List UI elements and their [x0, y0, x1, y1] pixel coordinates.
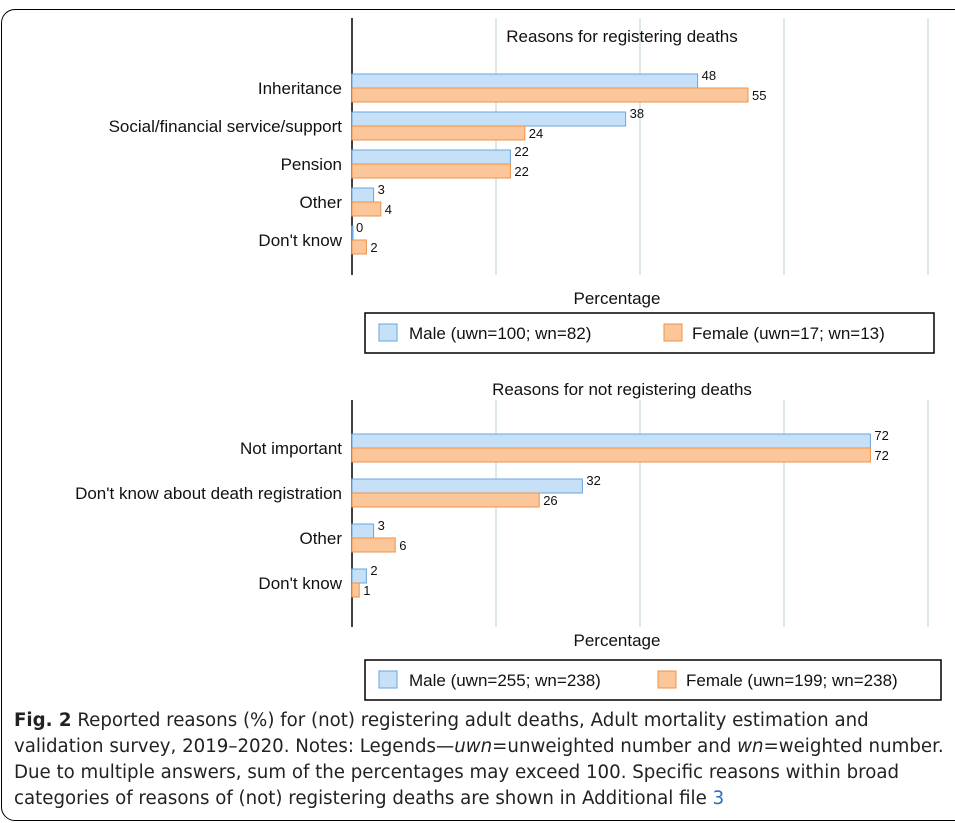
data-label: 3	[378, 182, 385, 197]
bar-female	[351, 163, 511, 179]
data-label: 26	[543, 493, 557, 508]
caption-label: Fig. 2	[14, 710, 72, 731]
bar-male	[351, 478, 583, 494]
category-label: Inheritance	[258, 79, 342, 98]
chart-title: Reasons for registering deaths	[506, 27, 738, 46]
legend: Male (uwn=255; wn=238) Female (uwn=199; w…	[364, 659, 942, 701]
category-label: Don't know	[258, 574, 342, 593]
category-label: Not important	[240, 439, 342, 458]
data-label: 24	[529, 126, 543, 141]
bar-female	[351, 87, 749, 103]
legend-swatch-male	[378, 670, 398, 689]
caption-uwn: uwn	[454, 736, 493, 757]
bar-male	[351, 73, 699, 89]
data-label: 55	[752, 88, 766, 103]
chart-title: Reasons for not registering deaths	[492, 380, 752, 399]
bar-male	[351, 225, 354, 241]
bar-male	[351, 111, 627, 127]
bar-female	[351, 492, 540, 508]
legend-swatch-female	[663, 323, 683, 342]
data-label: 3	[378, 518, 385, 533]
additional-file-link[interactable]: 3	[712, 788, 725, 809]
bar-female	[351, 537, 396, 553]
data-label: 72	[874, 448, 888, 463]
x-axis-label: Percentage	[574, 631, 661, 650]
bar-male	[351, 187, 375, 203]
bar-male	[351, 149, 511, 165]
data-label: 72	[874, 428, 888, 443]
bar-female	[351, 447, 871, 463]
figure-frame	[1, 9, 955, 821]
legend-label-male: Male (uwn=255; wn=238)	[409, 671, 601, 690]
data-label: 32	[586, 473, 600, 488]
bar-female	[351, 125, 526, 141]
data-label: 2	[370, 563, 377, 578]
legend-swatch-male	[378, 323, 398, 342]
bar-female	[351, 239, 367, 255]
legend-swatch-female	[657, 670, 677, 689]
category-label: Pension	[281, 155, 342, 174]
caption-wn: wn	[737, 736, 764, 757]
bar-male	[351, 433, 871, 449]
caption-text-1: Reported reasons (%) for (not) registeri…	[14, 710, 869, 757]
chart-panel-2: Reasons for not registering deaths Not im…	[75, 380, 942, 701]
figure-charts: Reasons for registering deaths Inheritanc…	[75, 18, 942, 701]
legend-label-female: Female (uwn=17; wn=13)	[692, 324, 885, 343]
data-label: 2	[370, 240, 377, 255]
data-label: 38	[630, 106, 644, 121]
data-label: 4	[385, 202, 392, 217]
bar-female	[351, 201, 382, 217]
data-label: 6	[399, 538, 406, 553]
data-label: 0	[356, 220, 363, 235]
category-label: Social/financial service/support	[109, 117, 343, 136]
x-axis-label: Percentage	[574, 289, 661, 308]
legend-label-male: Male (uwn=100; wn=82)	[409, 324, 591, 343]
category-label: Other	[299, 193, 342, 212]
data-label: 1	[363, 583, 370, 598]
bar-male	[351, 523, 375, 539]
caption-text-2: =unweighted number and	[492, 736, 738, 757]
bar-female	[351, 582, 360, 598]
category-label: Don't know	[258, 231, 342, 250]
category-label: Don't know about death registration	[75, 484, 342, 503]
data-label: 48	[702, 68, 716, 83]
data-label: 22	[514, 164, 528, 179]
legend-label-female: Female (uwn=199; wn=238)	[686, 671, 898, 690]
legend-box	[364, 659, 942, 701]
caption-text-3: =weighted number. Due to multiple answer…	[14, 736, 944, 809]
chart-panel-1: Reasons for registering deaths Inheritanc…	[109, 18, 935, 354]
data-label: 22	[514, 144, 528, 159]
figure-caption: Fig. 2 Reported reasons (%) for (not) re…	[14, 708, 949, 812]
legend: Male (uwn=100; wn=82) Female (uwn=17; wn=…	[364, 312, 935, 354]
category-label: Other	[299, 529, 342, 548]
bar-male	[351, 568, 367, 584]
legend-box	[364, 312, 935, 354]
